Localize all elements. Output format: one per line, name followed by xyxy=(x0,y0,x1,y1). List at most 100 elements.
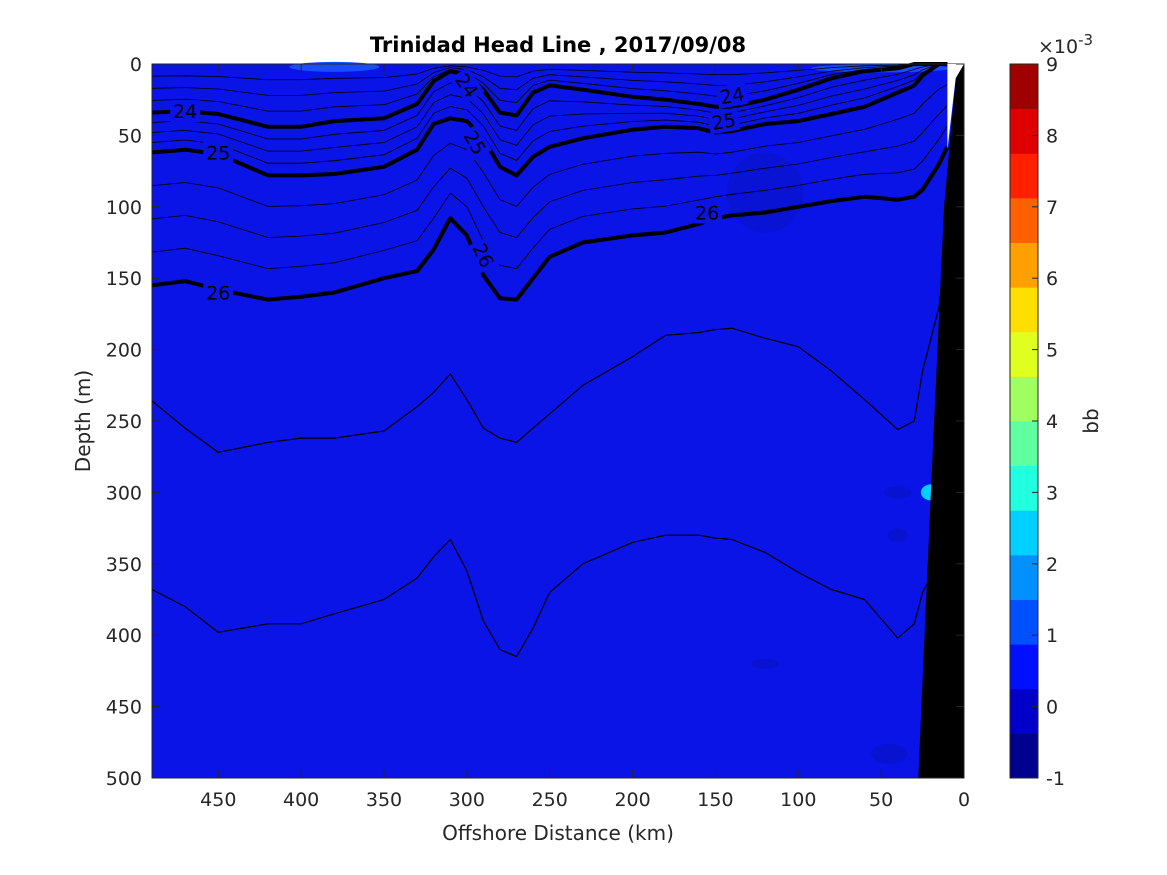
isopycnal-minor-line xyxy=(151,105,948,238)
contour-label: 25 xyxy=(710,109,738,135)
low-value-patch xyxy=(751,658,780,669)
colorbar-swatch xyxy=(1010,510,1038,556)
colorbar-swatch xyxy=(1010,421,1038,467)
y-tick-label: 250 xyxy=(106,411,142,433)
contour-label: 24 xyxy=(718,83,746,109)
colorbar-swatch xyxy=(1010,64,1038,110)
no-data-region xyxy=(947,64,964,150)
isopycnal-25-line xyxy=(151,62,948,178)
colorbar-swatches xyxy=(1010,64,1038,779)
colorbar-swatch xyxy=(1010,287,1038,333)
colorbar-tick-label: 0 xyxy=(1046,697,1058,719)
colorbar-multiplier: ×10-3 xyxy=(1038,31,1093,58)
bb-field xyxy=(152,64,964,778)
contour-label-bg xyxy=(170,100,201,123)
y-tick-label: 500 xyxy=(106,768,142,790)
colorbar-swatch xyxy=(1010,554,1038,601)
contour-label-bg xyxy=(707,107,741,135)
y-axis: 0 50 100 150 200 250 300 350 400 450 500 xyxy=(106,54,964,790)
colorbar-tick-label: 1 xyxy=(1046,625,1058,647)
isopycnal-26-line xyxy=(151,145,950,302)
x-tick-label: 250 xyxy=(532,789,568,811)
x-tick-label: 300 xyxy=(449,789,485,811)
density-contours xyxy=(151,62,950,658)
colorbar-swatch xyxy=(1010,688,1038,734)
x-axis-label: Offshore Distance (km) xyxy=(442,821,674,845)
y-tick-label: 150 xyxy=(106,268,142,290)
isopycnal-minor-line xyxy=(151,125,948,270)
seafloor-bathymetry xyxy=(918,64,964,778)
colorbar-label: bb xyxy=(1079,408,1103,433)
y-axis-label: Depth (m) xyxy=(71,370,95,472)
x-tick-label: 450 xyxy=(200,789,236,811)
isopycnal-minor-line xyxy=(151,63,948,152)
isopycnal-minor-line xyxy=(151,63,948,96)
x-tick-label: 200 xyxy=(614,789,650,811)
low-value-patch xyxy=(871,743,908,764)
colorbar-swatch xyxy=(1010,108,1038,154)
colorbar-tick-label: 4 xyxy=(1046,411,1058,433)
x-tick-label: 150 xyxy=(697,789,733,811)
y-tick-label: 350 xyxy=(106,554,142,576)
isopycnal-line xyxy=(151,228,948,453)
isopycnal-minor-line xyxy=(151,63,948,164)
colorbar-tick-label: 8 xyxy=(1046,125,1058,147)
x-tick-label: 50 xyxy=(869,789,893,811)
surface-highlight-patch xyxy=(289,61,380,72)
colorbar-exponent: -3 xyxy=(1078,31,1093,49)
contour-label-bg xyxy=(692,201,723,224)
x-tick-label: 400 xyxy=(283,789,319,811)
colorbar-swatch xyxy=(1010,376,1038,422)
colorbar-tick-label: 3 xyxy=(1046,482,1058,504)
colorbar-tick-label: 9 xyxy=(1046,54,1058,76)
chart-title: Trinidad Head Line , 2017/09/08 xyxy=(370,33,746,57)
colorbar-swatch xyxy=(1010,331,1038,377)
colorbar-swatch xyxy=(1010,644,1038,690)
colorbar-swatch xyxy=(1010,465,1038,511)
y-tick-label: 0 xyxy=(130,54,142,76)
colorbar-multiplier-base: ×10 xyxy=(1038,36,1078,58)
low-value-patch xyxy=(887,528,908,543)
contour-label-bg xyxy=(449,66,485,105)
colorbar-swatch xyxy=(1010,599,1038,645)
isopycnal-24-line xyxy=(151,62,948,129)
contour-label-bg xyxy=(715,81,749,109)
contour-label-bg xyxy=(203,141,234,164)
colorbar-tick-label: 7 xyxy=(1046,197,1058,219)
y-tick-label: 400 xyxy=(106,625,142,647)
isopycnal-minor-line xyxy=(151,63,948,112)
y-tick-label: 200 xyxy=(106,340,142,362)
colorbar-swatch xyxy=(1010,733,1038,779)
x-tick-label: 350 xyxy=(366,789,402,811)
contour-label-bg xyxy=(467,237,500,274)
y-tick-label: 450 xyxy=(106,697,142,719)
colorbar-ticks: -1 0 1 2 3 4 5 6 7 8 9 xyxy=(1032,54,1065,790)
isopycnal-minor-line xyxy=(151,63,948,140)
contour-label: 26 xyxy=(695,203,719,225)
colorbar-tick-label: 6 xyxy=(1046,268,1058,290)
contour-label: 24 xyxy=(173,101,197,123)
colorbar-tick-label: 5 xyxy=(1046,340,1058,362)
isopycnal-minor-line xyxy=(151,84,948,207)
low-value-patch xyxy=(883,486,912,499)
colorbar-tick-label: -1 xyxy=(1046,768,1065,790)
x-axis: 450 400 350 300 250 200 150 100 50 0 xyxy=(200,64,970,811)
colorbar-swatch xyxy=(1010,153,1038,199)
colorbar-swatch xyxy=(1010,197,1038,244)
y-tick-label: 50 xyxy=(118,125,142,147)
colorbar-tick-label: 2 xyxy=(1046,554,1058,576)
isopycnal-line xyxy=(151,492,948,658)
y-tick-label: 100 xyxy=(106,197,142,219)
contour-label: 25 xyxy=(206,143,230,165)
x-tick-label: 100 xyxy=(780,789,816,811)
contour-label: 26 xyxy=(206,282,230,304)
contour-label-bg xyxy=(458,124,493,162)
x-tick-label: 0 xyxy=(958,789,970,811)
y-tick-label: 300 xyxy=(106,482,142,504)
contour-label-bg xyxy=(203,281,234,304)
colorbar-swatch xyxy=(1010,242,1038,288)
colorbar: -1 0 1 2 3 4 5 6 7 8 9 ×10-3 bb xyxy=(1009,31,1103,790)
